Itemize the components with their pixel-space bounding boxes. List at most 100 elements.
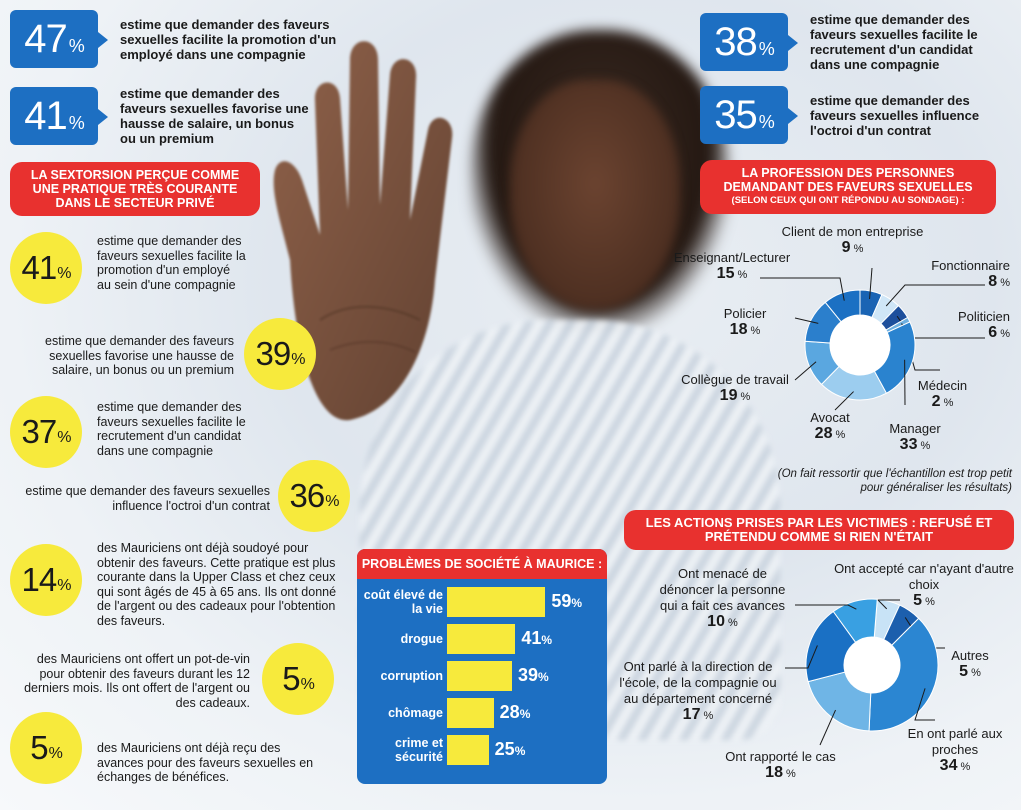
donut-label-unit: % [782, 768, 796, 780]
society-chart-title: PROBLÈMES DE SOCIÉTÉ À MAURICE : [357, 549, 607, 579]
donut-label-value: 9 % [760, 240, 945, 257]
donut-label-number: 15 [716, 265, 735, 282]
stat-unit: % [68, 112, 85, 133]
donut-hole [830, 315, 890, 375]
stat-value: 41 [21, 249, 58, 286]
donut-leader-line [785, 645, 818, 669]
photo-face [510, 80, 680, 310]
donut-label-text: Enseignant/Lecturer [673, 250, 791, 265]
donut-label-value: 15 % [672, 266, 792, 283]
donut-label: Médecin 2 % [900, 378, 985, 411]
donut-label-number: 19 [719, 387, 738, 404]
stat-text: estime que demander des faveurs sexuelle… [120, 86, 309, 146]
private-sector-banner: LA SEXTORSION PERÇUE COMME UNE PRATIQUE … [10, 162, 260, 216]
donut-label: Autres 5 % [930, 648, 1010, 681]
society-bar-value-number: 25 [494, 739, 515, 759]
society-bar-row: corruption 39% [357, 661, 607, 691]
top-stat-recruitment: 38% estime que demander des faveurs sexu… [700, 12, 1005, 72]
stat-text: estime que demander des faveurs sexuelle… [810, 92, 980, 138]
donut-label-number: 5 [959, 663, 969, 680]
donut-label-number: 17 [682, 706, 701, 723]
society-problems-chart: PROBLÈMES DE SOCIÉTÉ À MAURICE : coût él… [357, 549, 607, 784]
society-bar [447, 698, 494, 728]
donut-label-value: 19 % [680, 388, 790, 405]
society-bar-value-number: 41 [521, 628, 542, 648]
donut-label-text: Ont parlé à la direction de l'école, de … [619, 659, 777, 706]
donut-label-value: 5 % [834, 593, 1014, 610]
donut-leader-line [819, 709, 836, 746]
stat-unit: % [57, 429, 71, 446]
society-bar-label: chômage [388, 706, 443, 720]
donut-label-unit: % [724, 617, 738, 629]
donut-label-text: En ont parlé aux proches [907, 726, 1003, 757]
stat-value: 5 [30, 729, 48, 766]
stat-text: estime que demander des faveurs sexuelle… [120, 16, 337, 62]
donut-label-text: Manager [889, 421, 941, 436]
donut-label-number: 5 [913, 592, 923, 609]
donut-leader-line [794, 361, 817, 381]
donut-leader-line [869, 267, 873, 300]
donut-label-value: 18 % [718, 765, 843, 782]
donut-label-unit: % [700, 710, 714, 722]
top-stat-salary: 41% estime que demander des faveurs sexu… [10, 86, 310, 146]
stat-value: 47 [24, 16, 67, 61]
donut-label: Ont menacé de dénoncer la personne qui a… [650, 566, 795, 631]
donut-label: Manager 33 % [860, 421, 970, 454]
stat-text: des Mauriciens ont offert un pot-de-vin … [24, 652, 250, 710]
stat-circle: 5% [10, 712, 82, 784]
stat-value: 38 [714, 19, 757, 64]
donut-label-value: 28 % [780, 426, 880, 443]
donut-label-unit: % [734, 269, 748, 281]
donut-label-text: Ont rapporté le cas [725, 749, 836, 764]
stat-text: des Mauriciens ont déjà reçu des avances… [97, 741, 314, 784]
donut-label: Client de mon entreprise 9 % [760, 224, 945, 257]
stat-value: 35 [714, 92, 757, 137]
donut-label: Politicien 6 % [900, 309, 1010, 342]
society-bar-label: corruption [380, 669, 444, 683]
donut-label-unit: % [997, 328, 1010, 340]
donut-label: En ont parlé aux proches 34 % [895, 726, 1015, 775]
stat-unit: % [68, 35, 85, 56]
donut-label-value: 6 % [900, 325, 1010, 342]
stat-value: 14 [21, 561, 58, 598]
stat-percent: 41% [10, 87, 108, 145]
donut-leader-line [834, 391, 854, 411]
donut-label-value: 34 % [895, 758, 1015, 775]
donut-label-value: 33 % [860, 437, 970, 454]
donut-label-text: Autres [951, 648, 989, 663]
stat-text: estime que demander des faveurs sexuelle… [45, 334, 234, 377]
donut-label-text: Politicien [957, 309, 1010, 324]
raised-hand-icon [273, 41, 453, 421]
society-bar-label: drogue [400, 632, 443, 646]
stat-percent: 35% [700, 86, 798, 144]
donut-leader-line [914, 688, 935, 721]
society-bar-row: coût élevé de la vie 59% [357, 587, 607, 617]
top-stat-promotion: 47% estime que demander des faveurs sexu… [10, 10, 365, 68]
donut-label: Enseignant/Lecturer 15 % [672, 250, 792, 283]
stat-unit: % [291, 351, 305, 368]
donut-label-value: 8 % [880, 274, 1010, 291]
stat-unit: % [758, 38, 775, 59]
donut-label-value: 2 % [900, 394, 985, 411]
donut-label-text: Médecin [917, 378, 968, 393]
society-bar-label: crime et sécurité [395, 736, 443, 764]
donut-label-unit: % [747, 325, 761, 337]
donut-label-unit: % [850, 243, 864, 255]
society-bar-value-unit: % [514, 744, 526, 758]
donut-label: Policier 18 % [700, 306, 790, 339]
society-bar-value-number: 39 [518, 665, 539, 685]
stat-text: estime que demander des faveurs sexuelle… [810, 12, 978, 72]
donut-label-number: 18 [729, 321, 748, 338]
donut-label: Avocat 28 % [780, 410, 880, 443]
profession-banner: LA PROFESSION DES PERSONNES DEMANDANT DE… [700, 160, 996, 214]
stat-unit: % [57, 265, 71, 282]
stat-text: estime que demander des faveurs sexuelle… [97, 234, 246, 292]
stat-percent: 38% [700, 13, 798, 71]
stat-value: 37 [21, 413, 58, 450]
donut-label-unit: % [968, 667, 981, 679]
society-bar-value-number: 59 [551, 591, 572, 611]
donut-leader-line [885, 284, 985, 307]
donut-label-number: 28 [814, 425, 833, 442]
donut-label-text: Client de mon entreprise [781, 224, 924, 239]
stat-circle: 14% [10, 544, 82, 616]
